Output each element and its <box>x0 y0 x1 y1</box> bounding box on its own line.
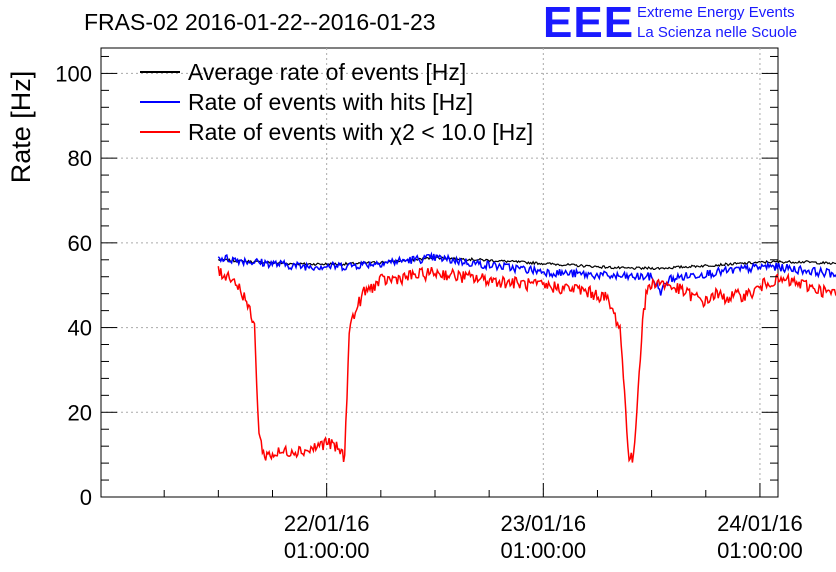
chart-title: FRAS-02 2016-01-22--2016-01-23 <box>84 9 436 35</box>
y-axis-label: Rate [Hz] <box>6 71 36 184</box>
y-tick-label: 100 <box>55 61 92 86</box>
logo-line-1: Extreme Energy Events <box>637 4 795 21</box>
series-line-0 <box>217 256 836 271</box>
x-tick-label-time: 01:00:00 <box>284 538 370 563</box>
y-tick-label: 60 <box>68 231 92 256</box>
x-tick-label-date: 24/01/16 <box>717 511 803 536</box>
legend-label-2: Rate of events with χ2 < 10.0 [Hz] <box>188 119 533 145</box>
eee-logo-mark: EEE <box>543 0 635 47</box>
x-tick-label-date: 22/01/16 <box>284 511 370 536</box>
legend-label-1: Rate of events with hits [Hz] <box>188 89 473 115</box>
x-tick-label-time: 01:00:00 <box>717 538 803 563</box>
plot-frame <box>100 47 779 498</box>
legend: Average rate of events [Hz] Rate of event… <box>140 59 533 145</box>
legend-label-0: Average rate of events [Hz] <box>188 59 466 85</box>
series-group <box>217 251 836 463</box>
grid <box>101 48 778 497</box>
y-tick-label: 40 <box>68 316 92 341</box>
axes: 02040608010022/01/1601:00:0023/01/1601:0… <box>55 55 803 563</box>
x-tick-label-time: 01:00:00 <box>500 538 586 563</box>
eee-logo: EEE Extreme Energy Events La Scienza nel… <box>543 0 833 47</box>
logo-line-2: La Scienza nelle Scuole <box>637 24 798 41</box>
y-tick-label: 0 <box>80 485 92 510</box>
y-tick-label: 20 <box>68 400 92 425</box>
y-tick-label: 80 <box>68 146 92 171</box>
series-line-2 <box>217 266 836 463</box>
series-line-1 <box>217 251 836 296</box>
x-tick-label-date: 23/01/16 <box>500 511 586 536</box>
